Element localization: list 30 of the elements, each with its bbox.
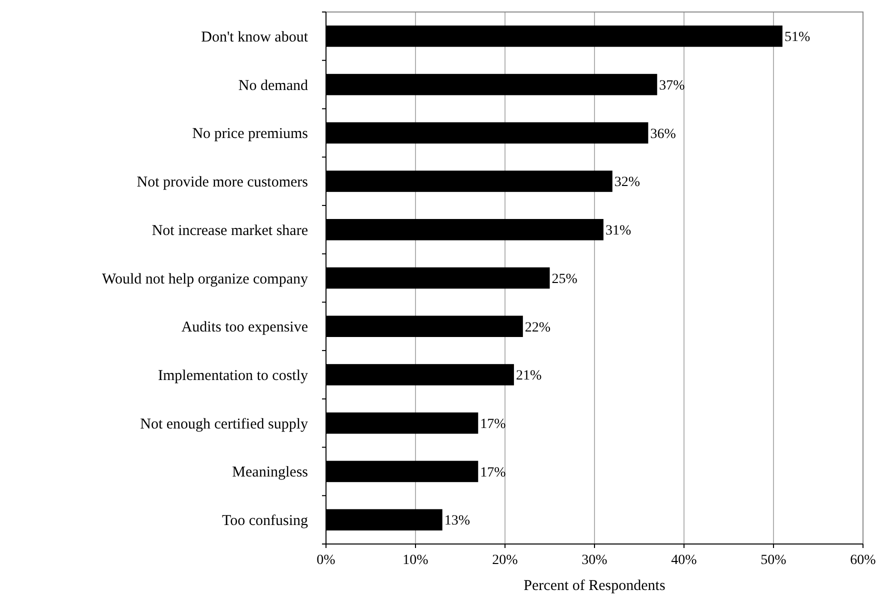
x-tick-label: 0% (316, 553, 336, 568)
y-tick-label: Too confusing (222, 513, 308, 530)
y-tick-label: Not increase market share (152, 222, 308, 239)
x-tick-label: 60% (850, 553, 876, 568)
x-tick-label: 30% (582, 553, 608, 568)
data-label: 31% (605, 224, 632, 239)
y-tick-label: No price premiums (192, 126, 308, 142)
y-tick-label: No demand (238, 78, 308, 94)
data-label: 37% (659, 78, 686, 94)
y-tick-label: Implementation to costly (158, 368, 308, 384)
data-label: 13% (444, 514, 470, 529)
x-tick-label: 20% (492, 553, 518, 568)
data-label: 51% (784, 30, 810, 46)
data-label: 36% (650, 126, 676, 142)
x-axis-title: Percent of Respondents (524, 578, 666, 594)
data-label: 22% (524, 320, 551, 336)
x-tick-label: 10% (402, 553, 429, 568)
y-tick-label: Audits too expensive (181, 320, 308, 336)
data-label: 32% (614, 175, 640, 190)
y-tick-label: Meaningless (232, 464, 308, 481)
data-label: 17% (480, 465, 506, 480)
data-label: 21% (516, 368, 542, 384)
data-label: 25% (552, 272, 578, 287)
y-tick-label: Don't know about (201, 29, 309, 46)
y-tick-label: Not provide more customers (136, 174, 308, 191)
y-tick-label: Not enough certified supply (140, 416, 308, 432)
x-tick-label: 40% (671, 553, 698, 568)
x-tick-label: 50% (760, 553, 787, 568)
y-tick-label: Would not help organize company (102, 271, 308, 288)
data-label: 17% (480, 416, 506, 432)
